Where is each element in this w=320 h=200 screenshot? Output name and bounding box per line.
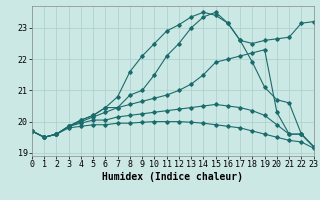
X-axis label: Humidex (Indice chaleur): Humidex (Indice chaleur) — [102, 172, 243, 182]
